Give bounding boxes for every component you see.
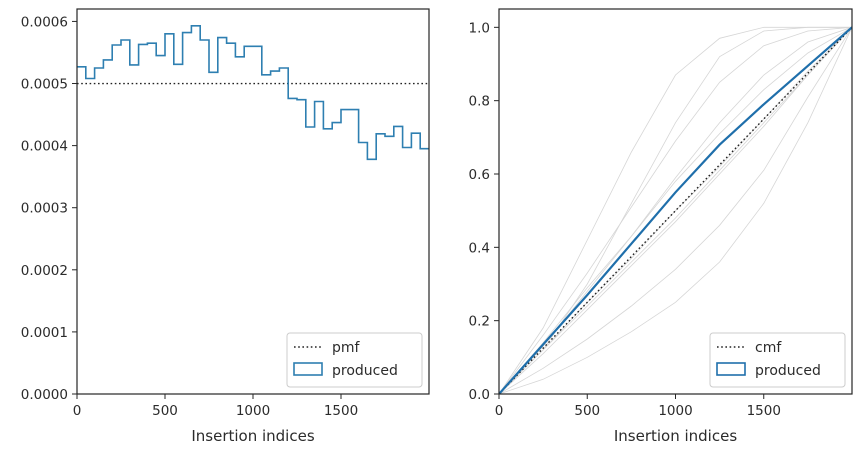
left-x-tick-label: 500 <box>152 403 178 419</box>
left-series-produced <box>77 25 429 161</box>
right-y-tick-label: 0.6 <box>469 167 490 183</box>
left-plot-area <box>77 25 429 161</box>
right-x-tick-label: 500 <box>574 403 600 419</box>
right-y-tick-label: 0.2 <box>469 314 490 330</box>
left-y-tick-label: 0.0000 <box>21 387 68 403</box>
left-y-tick-label: 0.0004 <box>21 139 68 155</box>
right-series-produced <box>499 26 852 394</box>
left-y-tick-label: 0.0006 <box>21 14 68 30</box>
right-x-axis-label: Insertion indices <box>614 427 737 445</box>
right-background-run <box>499 27 852 394</box>
right-y-tick-label: 0.8 <box>469 94 490 110</box>
left-y-tick-label: 0.0002 <box>21 263 68 279</box>
right-legend-label-reference: cmf <box>755 340 782 356</box>
left-x-tick-label: 1000 <box>236 403 270 419</box>
right-y-tick-label: 1.0 <box>469 20 490 36</box>
left-y-tick-label: 0.0005 <box>21 77 68 93</box>
right-x-tick-label: 1500 <box>747 403 781 419</box>
right-y-tick-label: 0.0 <box>469 387 490 403</box>
left-y-tick-label: 0.0001 <box>21 325 68 341</box>
right-background-run <box>499 27 852 394</box>
right-x-tick-label: 1000 <box>658 403 692 419</box>
right-legend: cmf produced <box>709 332 846 388</box>
right-background-run <box>499 27 852 394</box>
right-y-tick-label: 0.4 <box>469 240 490 256</box>
right-panel: 0 500 1000 1500 0.0 0.2 0.4 0.6 0.8 1.0 Insertion … <box>469 8 853 445</box>
right-background-run <box>499 26 852 394</box>
right-legend-label-produced: produced <box>755 363 821 379</box>
left-panel: 0 500 1000 1500 0.0000 0.0001 0.0002 0.0003 0.00… <box>21 8 430 445</box>
left-x-axis-label: Insertion indices <box>191 427 314 445</box>
left-legend-label-reference: pmf <box>332 340 361 356</box>
right-background-run <box>499 26 852 394</box>
left-x-tick-label: 1500 <box>324 403 358 419</box>
right-legend-swatch-produced <box>716 362 746 376</box>
left-x-tick-label: 0 <box>73 403 82 419</box>
right-background-run <box>499 27 852 394</box>
left-legend-swatch-produced <box>293 362 323 376</box>
left-y-tick-label: 0.0003 <box>21 201 68 217</box>
right-x-tick-label: 0 <box>495 403 504 419</box>
left-legend-label-produced: produced <box>332 363 398 379</box>
right-reference-line <box>499 26 852 394</box>
right-plot-area <box>499 26 852 394</box>
right-background-run <box>499 27 852 394</box>
left-legend: pmf produced <box>286 332 423 388</box>
right-background-run <box>499 26 852 394</box>
